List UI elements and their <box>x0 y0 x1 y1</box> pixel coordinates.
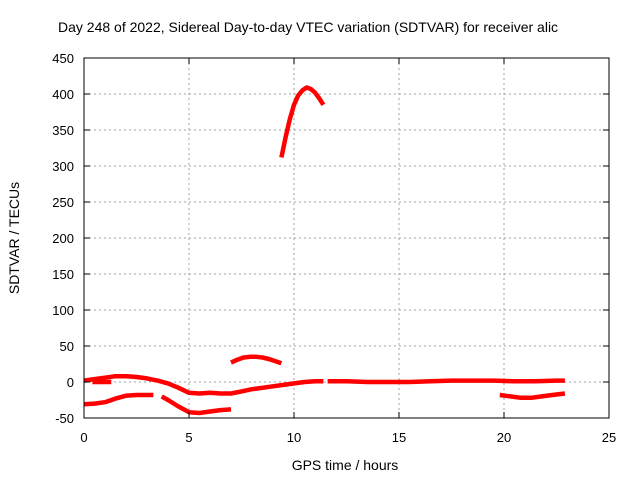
y-axis-label: SDTVAR / TECUs <box>6 182 22 294</box>
grid-layer <box>84 58 609 418</box>
series-line-arc-low-b <box>160 394 232 416</box>
series-line-arc-zero-b <box>327 378 565 385</box>
y-tick-label: 150 <box>52 267 74 282</box>
tick-layer: 0 5 10 15 20 25 -50 0 50 100 150 200 250 300 350 400 450 <box>52 51 616 445</box>
y-tick-label: 0 <box>67 375 74 390</box>
series-line-arc-zero-a <box>83 373 324 396</box>
y-tick-label: 300 <box>52 159 74 174</box>
series-line-arc-low-c <box>499 391 566 401</box>
x-tick-label: 25 <box>602 430 616 445</box>
y-tick-label: 350 <box>52 123 74 138</box>
y-tick-label: 450 <box>52 51 74 66</box>
x-tick-label: 15 <box>392 430 406 445</box>
y-tick-label: 400 <box>52 87 74 102</box>
chart-title: Day 248 of 2022, Sidereal Day-to-day VTE… <box>58 19 558 35</box>
series-line-arc-low-a <box>83 392 154 407</box>
x-tick-label: 10 <box>287 430 301 445</box>
series-line-arc-top <box>279 85 326 158</box>
y-tick-label: 200 <box>52 231 74 246</box>
x-tick-label: 0 <box>80 430 87 445</box>
y-tick-label: -50 <box>55 411 74 426</box>
y-tick-label: 100 <box>52 303 74 318</box>
x-tick-label: 20 <box>497 430 511 445</box>
y-tick-label: 50 <box>60 339 74 354</box>
series-line-arc-hump <box>230 354 283 366</box>
x-tick-label: 5 <box>185 430 192 445</box>
x-axis-label: GPS time / hours <box>292 457 399 473</box>
y-tick-label: 250 <box>52 195 74 210</box>
series-layer <box>83 85 566 416</box>
